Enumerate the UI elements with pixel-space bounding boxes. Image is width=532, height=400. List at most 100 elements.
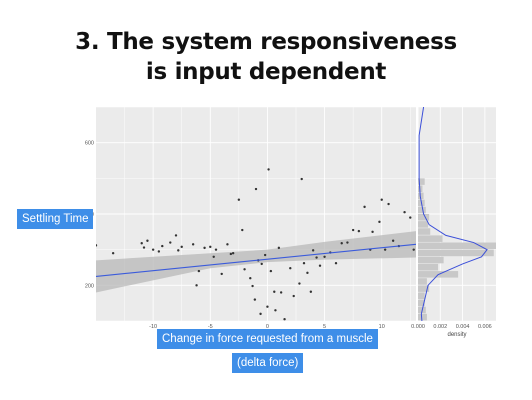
data-point <box>203 246 206 250</box>
data-point <box>363 205 366 209</box>
data-point <box>226 243 229 246</box>
density-tick-label: 0.000 <box>411 324 425 330</box>
data-point <box>412 248 415 251</box>
histogram-bar <box>418 285 430 292</box>
data-point <box>195 284 198 287</box>
data-point <box>334 262 338 265</box>
data-point <box>177 249 180 252</box>
data-point <box>180 245 183 249</box>
data-point <box>409 216 412 219</box>
density-tick-label: 0.002 <box>433 324 447 330</box>
data-point <box>229 252 233 256</box>
data-point <box>263 253 267 257</box>
data-point <box>323 255 326 258</box>
density-tick-label: 0.004 <box>456 324 470 330</box>
histogram-bar <box>418 235 443 242</box>
x-tick-label: 10 <box>379 324 385 330</box>
data-point <box>311 249 315 252</box>
histogram-bar <box>418 221 429 228</box>
histogram-bar <box>418 206 426 214</box>
histogram-bar <box>418 299 425 307</box>
data-point <box>142 246 146 249</box>
data-point <box>96 244 98 247</box>
histogram-bar <box>418 263 439 271</box>
data-point <box>169 241 172 244</box>
data-point <box>174 234 178 237</box>
data-point <box>378 220 381 224</box>
histogram-bar <box>418 313 427 321</box>
data-point <box>254 187 258 191</box>
data-point <box>111 252 115 255</box>
histogram-bar <box>418 256 444 264</box>
side-plot-layer <box>418 107 496 321</box>
data-point <box>306 271 309 275</box>
data-point <box>262 323 264 325</box>
x-tick-label: 5 <box>323 324 326 330</box>
data-point <box>380 198 383 201</box>
main-plot-layer <box>96 168 416 325</box>
y-axis-callout: Settling Time <box>17 209 94 229</box>
data-point <box>340 242 343 245</box>
data-point <box>357 229 361 233</box>
data-point <box>302 262 306 265</box>
x-tick-label: -5 <box>208 324 213 330</box>
data-point <box>191 243 195 246</box>
density-curve <box>418 107 488 321</box>
data-point <box>283 318 286 321</box>
data-point <box>273 290 276 293</box>
slide-title-line-2: is input dependent <box>145 59 387 85</box>
data-point <box>289 267 292 270</box>
x-axis-callout-delta: (delta force) <box>232 353 304 373</box>
data-point <box>241 228 244 232</box>
data-point <box>157 250 161 253</box>
data-point <box>237 198 241 201</box>
data-point <box>309 290 313 293</box>
data-point <box>267 168 270 171</box>
histogram-bar <box>418 242 496 250</box>
data-point <box>298 282 301 285</box>
data-point <box>146 239 149 242</box>
data-point <box>269 269 273 273</box>
x-tick-label: -10 <box>149 324 157 330</box>
histogram-bar <box>418 214 430 221</box>
data-point <box>214 248 218 251</box>
data-point <box>351 228 355 232</box>
data-point <box>259 312 262 316</box>
confidence-band <box>96 231 416 293</box>
data-point <box>279 291 283 294</box>
data-point <box>300 177 303 181</box>
data-point <box>277 246 281 250</box>
data-point <box>251 284 254 288</box>
histogram-bar <box>418 178 425 185</box>
data-point <box>387 202 390 206</box>
data-point <box>318 264 322 267</box>
x-axis-callout: Change in force requested from a muscle <box>157 329 378 349</box>
data-point <box>403 211 406 214</box>
histogram-bar <box>418 192 424 200</box>
data-point <box>260 262 263 266</box>
data-point <box>161 244 164 248</box>
histogram-bar <box>418 292 425 299</box>
data-point <box>220 272 223 276</box>
y-tick-label: 600 <box>85 141 94 147</box>
data-point <box>371 230 374 234</box>
data-point <box>243 268 246 271</box>
histogram-bar <box>418 278 427 285</box>
data-point <box>151 248 155 251</box>
data-point <box>292 294 295 298</box>
data-point <box>315 256 318 259</box>
data-point <box>140 242 143 245</box>
data-point <box>383 248 387 251</box>
data-point <box>249 277 252 280</box>
data-point <box>346 241 349 244</box>
histogram-bar <box>418 249 494 257</box>
density-axis-label: density <box>447 332 466 338</box>
data-point <box>391 239 395 242</box>
data-point <box>266 305 269 308</box>
data-point <box>253 298 257 301</box>
x-tick-label: 0 <box>266 324 269 330</box>
data-point <box>231 252 235 255</box>
density-tick-label: 0.006 <box>478 324 492 330</box>
data-point <box>209 245 212 249</box>
